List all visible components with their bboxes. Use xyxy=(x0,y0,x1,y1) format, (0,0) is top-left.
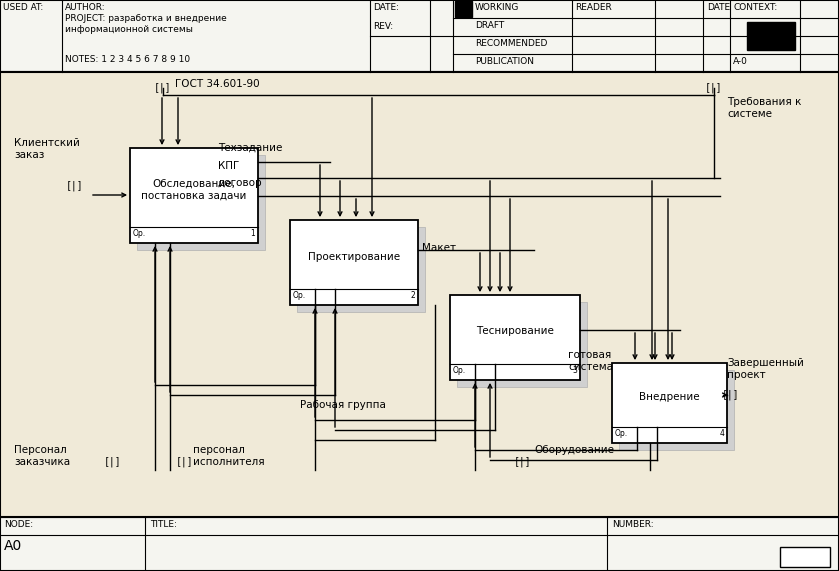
Text: КПГ: КПГ xyxy=(218,161,239,171)
Text: NODE:: NODE: xyxy=(4,520,33,529)
Bar xyxy=(0,72,839,517)
Text: Техзадание: Техзадание xyxy=(218,143,283,153)
Text: RECOMMENDED: RECOMMENDED xyxy=(475,39,547,48)
Text: Персонал
заказчика: Персонал заказчика xyxy=(14,445,70,467)
Bar xyxy=(612,363,727,443)
Text: [|]: [|] xyxy=(66,181,84,191)
Text: DRAFT: DRAFT xyxy=(475,21,504,30)
Text: NOTES: 1 2 3 4 5 6 7 8 9 10: NOTES: 1 2 3 4 5 6 7 8 9 10 xyxy=(65,55,190,64)
Text: NUMBER:: NUMBER: xyxy=(612,520,654,529)
Text: Внедрение: Внедрение xyxy=(639,392,700,402)
Text: Ор.: Ор. xyxy=(293,291,306,300)
Text: Макет: Макет xyxy=(422,243,456,253)
Text: REV:: REV: xyxy=(373,22,393,31)
Text: CONTEXT:: CONTEXT: xyxy=(733,3,777,12)
Text: Ор.: Ор. xyxy=(133,229,146,238)
Bar xyxy=(0,517,839,571)
Text: 4: 4 xyxy=(719,429,724,438)
Bar xyxy=(130,148,258,243)
Text: ГОСТ 34.601-90: ГОСТ 34.601-90 xyxy=(175,79,259,89)
Text: готовая
система: готовая система xyxy=(568,350,613,372)
Text: Теснирование: Теснирование xyxy=(476,327,554,336)
Text: PUBLICATION: PUBLICATION xyxy=(475,57,534,66)
Bar xyxy=(290,220,418,305)
Text: Ор.: Ор. xyxy=(615,429,628,438)
Text: WORKING: WORKING xyxy=(475,3,519,12)
Text: 1: 1 xyxy=(250,229,255,238)
Bar xyxy=(619,370,734,450)
Text: 3: 3 xyxy=(572,366,577,375)
Text: USED AT:: USED AT: xyxy=(3,3,44,12)
Text: [|]: [|] xyxy=(514,457,532,467)
Bar xyxy=(297,227,425,312)
Text: информационной системы: информационной системы xyxy=(65,25,193,34)
Text: PROJECT: разработка и внедрение: PROJECT: разработка и внедрение xyxy=(65,14,227,23)
Text: персонал
исполнителя: персонал исполнителя xyxy=(193,445,264,467)
Bar xyxy=(457,302,587,387)
Text: Проектирование: Проектирование xyxy=(308,251,400,262)
Text: Завершенный
проект: Завершенный проект xyxy=(727,358,804,380)
Bar xyxy=(137,155,265,250)
Text: [|]: [|] xyxy=(104,457,122,467)
Bar xyxy=(455,1,472,17)
Text: [|]: [|] xyxy=(722,390,740,400)
Text: договор: договор xyxy=(218,178,263,188)
Text: Требования к
системе: Требования к системе xyxy=(727,97,801,119)
Text: TITLE:: TITLE: xyxy=(150,520,177,529)
Text: Клиентский
заказ: Клиентский заказ xyxy=(14,138,80,160)
Text: [|]: [|] xyxy=(154,83,172,93)
Text: DATE:: DATE: xyxy=(373,3,399,12)
Text: Рабочая группа: Рабочая группа xyxy=(300,400,386,410)
Text: READER: READER xyxy=(575,3,612,12)
Bar xyxy=(747,22,795,50)
Bar xyxy=(0,0,839,72)
Text: Обследование,
постановка задачи: Обследование, постановка задачи xyxy=(141,179,247,200)
Text: A0: A0 xyxy=(4,539,23,553)
Text: AUTHOR:: AUTHOR: xyxy=(65,3,106,12)
Bar xyxy=(780,547,830,567)
Text: Оборудование: Оборудование xyxy=(534,445,614,455)
Bar xyxy=(450,295,580,380)
Text: DATE: DATE xyxy=(707,3,730,12)
Text: Ор.: Ор. xyxy=(453,366,466,375)
Text: A-0: A-0 xyxy=(733,57,748,66)
Text: 2: 2 xyxy=(410,291,415,300)
Text: [|]: [|] xyxy=(706,83,723,93)
Text: [|]: [|] xyxy=(176,457,194,467)
